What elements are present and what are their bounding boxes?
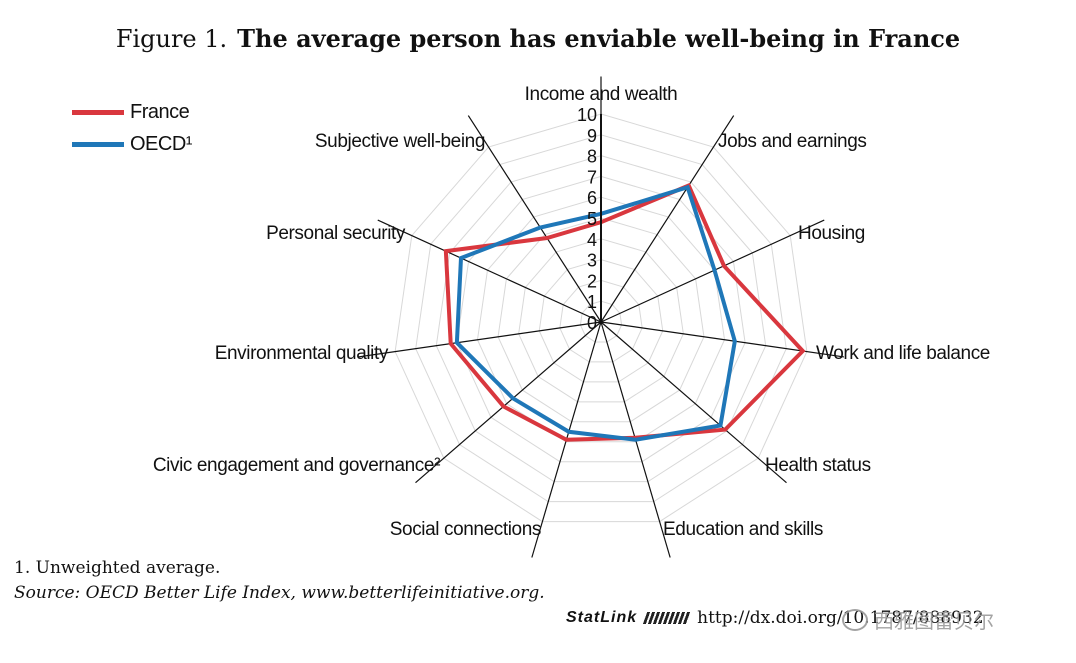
legend-swatch-oecd bbox=[72, 141, 124, 147]
axis-label-6: Social connections bbox=[390, 519, 541, 540]
grid-ring-1 bbox=[579, 300, 623, 343]
axis-label-4: Health status bbox=[765, 455, 871, 476]
axis-spoke-7 bbox=[415, 321, 602, 484]
tick-label-5: 5 bbox=[587, 209, 597, 229]
grid-ring-8 bbox=[435, 155, 767, 483]
axis-label-10: Subjective well-being bbox=[315, 131, 485, 152]
grid-ring-2 bbox=[559, 279, 643, 363]
statlink-logo: StatLink bbox=[566, 609, 638, 626]
tick-label-0: 0 bbox=[587, 313, 597, 333]
figure-label: Figure 1. bbox=[115, 25, 228, 53]
axis-spoke-1 bbox=[600, 115, 735, 323]
series-line-france bbox=[443, 182, 806, 442]
wechat-icon bbox=[842, 608, 868, 631]
tick-label-8: 8 bbox=[587, 147, 597, 167]
tick-label-2: 2 bbox=[587, 271, 597, 291]
axis-label-7: Civic engagement and governance² bbox=[153, 455, 440, 476]
grid-ring-9 bbox=[415, 134, 787, 503]
axis-label-9: Personal security bbox=[266, 223, 406, 244]
legend-item-oecd: OECD¹ bbox=[72, 128, 192, 160]
chart-legend: France OECD¹ bbox=[72, 96, 192, 160]
grid-ring-4 bbox=[518, 238, 684, 403]
axis-spoke-9 bbox=[377, 219, 602, 323]
statlink[interactable]: StatLink http://dx.doi.org/10.1787/88893… bbox=[566, 608, 984, 628]
axis-spoke-2 bbox=[600, 219, 825, 323]
grid-ring-6 bbox=[476, 196, 726, 443]
figure-title: Figure 1. The average person has enviable… bbox=[0, 24, 1076, 53]
tick-label-9: 9 bbox=[587, 126, 597, 146]
footnote: 1. Unweighted average. bbox=[14, 558, 221, 578]
axis-label-0: Income and wealth bbox=[525, 84, 678, 105]
source-note: Source: OECD Better Life Index, www.bett… bbox=[14, 583, 545, 603]
axis-label-3: Work and life balance bbox=[816, 343, 990, 364]
axis-label-5: Education and skills bbox=[663, 519, 823, 540]
tick-label-1: 1 bbox=[587, 292, 597, 312]
axis-label-2: Housing bbox=[798, 223, 865, 244]
grid-ring-3 bbox=[538, 259, 664, 383]
legend-swatch-france bbox=[72, 109, 124, 115]
tick-label-6: 6 bbox=[587, 188, 597, 208]
watermark: 西雅图雷贝尔 bbox=[842, 605, 994, 634]
figure-headline: The average person has enviable well-bei… bbox=[237, 24, 961, 53]
statlink-barcode-icon bbox=[642, 612, 692, 624]
tick-label-10: 10 bbox=[577, 105, 597, 125]
legend-label-oecd: OECD¹ bbox=[130, 132, 192, 155]
axis-label-1: Jobs and earnings bbox=[718, 131, 866, 152]
tick-label-4: 4 bbox=[587, 230, 597, 250]
tick-label-7: 7 bbox=[587, 167, 597, 187]
watermark-text: 西雅图雷贝尔 bbox=[874, 611, 994, 633]
axis-spoke-8 bbox=[357, 321, 602, 358]
statlink-url[interactable]: http://dx.doi.org/10.1787/888932 bbox=[697, 608, 984, 628]
axis-spoke-10 bbox=[467, 115, 602, 323]
legend-label-france: France bbox=[130, 100, 190, 123]
axis-spoke-4 bbox=[600, 321, 787, 484]
series-line-oecd bbox=[454, 184, 737, 442]
tick-label-3: 3 bbox=[587, 251, 597, 271]
grid-ring-5 bbox=[497, 217, 705, 423]
legend-item-france: France bbox=[72, 96, 192, 128]
grid-ring-10 bbox=[394, 113, 808, 523]
axis-label-8: Environmental quality bbox=[215, 343, 389, 364]
